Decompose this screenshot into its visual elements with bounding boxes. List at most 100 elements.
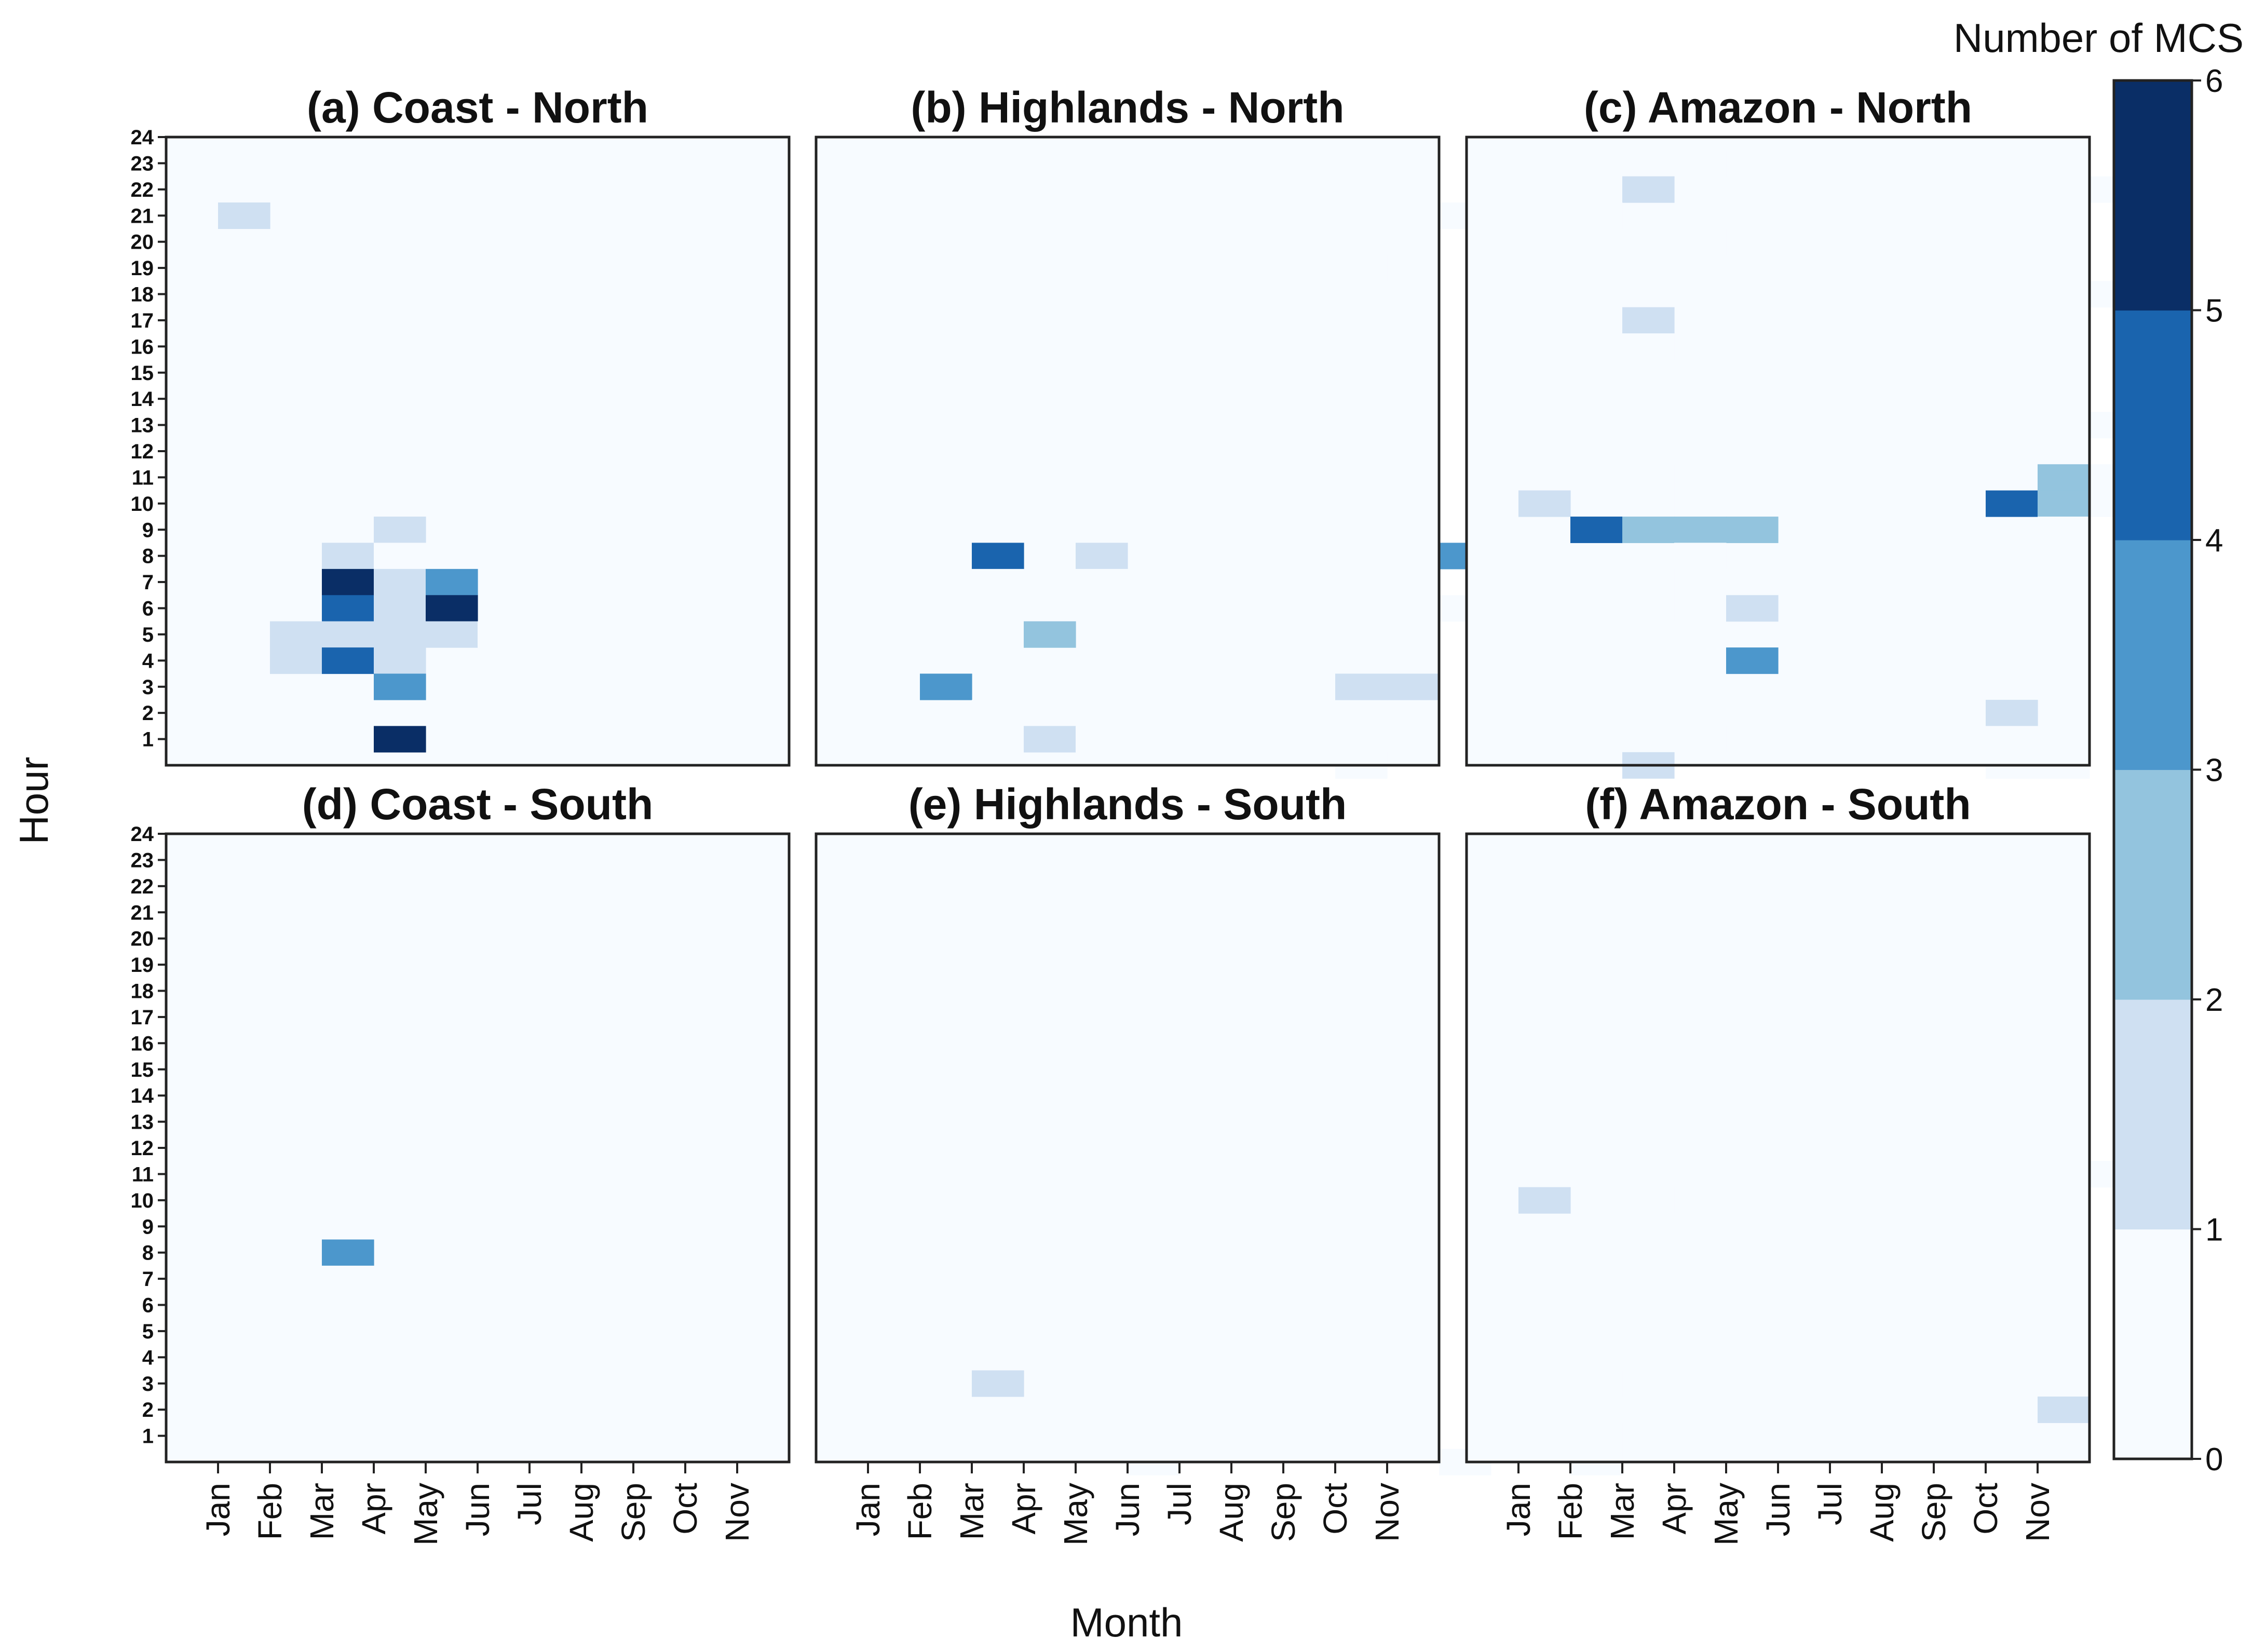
heatmap-cell (972, 1423, 1024, 1450)
heatmap-cell (374, 595, 426, 622)
panel-title: (a) Coast - North (307, 83, 648, 132)
colorbar-segment (2114, 540, 2192, 770)
y-tick-label: 16 (131, 1032, 154, 1055)
x-tick-label: Jun (1109, 1483, 1146, 1536)
y-tick-label: 23 (131, 849, 154, 872)
heatmap-cell (1622, 307, 1675, 334)
y-tick-label: 14 (131, 388, 154, 411)
colorbar-tick-label: 0 (2205, 1442, 2223, 1478)
y-tick-label: 21 (131, 901, 154, 924)
heatmap-cell (972, 595, 1024, 622)
heatmap-cell (1387, 1423, 1440, 1450)
heatmap-cell (1622, 517, 1675, 544)
heatmap-cell (1674, 150, 1727, 177)
heatmap-cell (374, 517, 426, 544)
y-tick-label: 13 (131, 414, 154, 437)
heatmap-cell (426, 568, 478, 595)
heatmap-cell (1024, 899, 1076, 926)
y-tick-label: 16 (131, 335, 154, 358)
y-tick-label: 18 (131, 980, 154, 1003)
y-tick-label: 17 (131, 309, 154, 332)
heatmap-cell (1882, 673, 1934, 700)
x-tick-label: Feb (1552, 1483, 1589, 1540)
heatmap-cell (1076, 699, 1128, 726)
y-tick-label: 6 (142, 1294, 154, 1317)
x-tick-label: Jan (199, 1483, 237, 1536)
panel-4: (d) Coast - South12345678910111213141516… (131, 780, 791, 1546)
heatmap-cell (374, 568, 426, 595)
colorbar-tick-label: 4 (2205, 523, 2223, 559)
heatmap-cell (270, 568, 322, 595)
panel-frame (815, 136, 1441, 767)
x-tick-label: Jul (511, 1483, 548, 1525)
heatmap-cell (1622, 464, 1675, 491)
heatmap-cell (1778, 464, 1830, 491)
panel-frame (1465, 136, 2091, 767)
heatmap-cell (1570, 150, 1623, 177)
heatmap-cell (2038, 490, 2090, 517)
heatmap-cell (972, 699, 1024, 726)
heatmap-cell (218, 621, 270, 648)
heatmap-cell (1934, 228, 1986, 255)
heatmap-cell (322, 150, 374, 177)
y-tick-label: 9 (142, 1215, 154, 1238)
heatmap-cell (1518, 1187, 1571, 1214)
heatmap-cell (374, 543, 426, 570)
heatmap-cell (1986, 412, 2038, 439)
heatmap-cell (1986, 925, 2038, 952)
heatmap-cell (1335, 517, 1388, 544)
heatmap-cell (1986, 490, 2038, 517)
heatmap-cell (322, 543, 374, 570)
heatmap-cell (868, 1344, 920, 1371)
heatmap-cell (1622, 1187, 1675, 1214)
y-tick-label: 4 (142, 649, 154, 672)
heatmap-cell (1518, 490, 1571, 517)
x-tick-label: Aug (1863, 1483, 1901, 1542)
y-tick-label: 20 (131, 231, 154, 254)
heatmap-cell (1726, 438, 1779, 465)
y-tick-label: 15 (131, 362, 154, 385)
panel-2: (b) Highlands - North (815, 83, 1491, 779)
y-tick-label: 8 (142, 545, 154, 568)
y-tick-label: 22 (131, 875, 154, 898)
y-tick-label: 13 (131, 1111, 154, 1134)
heatmap-cell (1335, 254, 1388, 281)
y-tick-label: 20 (131, 928, 154, 951)
heatmap-cell (1986, 699, 2038, 726)
y-tick-label: 3 (142, 1373, 154, 1396)
colorbar-segment (2114, 769, 2192, 1000)
x-tick-label: Sep (1265, 1483, 1302, 1542)
heatmap-cell (1387, 673, 1440, 700)
y-tick-label: 9 (142, 519, 154, 541)
heatmap-cell (426, 621, 478, 648)
heatmap-cell (1024, 621, 1076, 648)
heatmap-cell (1076, 1318, 1128, 1345)
colorbar-segment (2114, 80, 2192, 311)
panel-title: (e) Highlands - South (908, 780, 1347, 829)
x-tick-label: Mar (303, 1483, 341, 1540)
heatmap-cell (322, 1265, 374, 1292)
panel-1: (a) Coast - North12345678910111213141516… (131, 83, 791, 767)
heatmap-cell (1387, 726, 1440, 753)
heatmap-cell (1076, 673, 1128, 700)
x-tick-label: Jul (1161, 1483, 1198, 1525)
heatmap-cell (972, 1265, 1024, 1292)
y-tick-label: 15 (131, 1059, 154, 1081)
x-tick-label: Mar (1604, 1483, 1641, 1540)
y-tick-label: 12 (131, 440, 154, 463)
x-tick-label: Apr (355, 1483, 392, 1535)
heatmap-cell (1726, 517, 1779, 544)
heatmap-cell (1622, 333, 1675, 360)
heatmap-cell (322, 621, 374, 648)
x-tick-label: May (1707, 1483, 1745, 1546)
heatmap-cell (920, 673, 972, 700)
y-tick-label: 17 (131, 1006, 154, 1029)
y-tick-label: 2 (142, 1399, 154, 1421)
heatmap-cell (1076, 543, 1128, 570)
heatmap-cell (737, 595, 790, 622)
y-tick-label: 23 (131, 152, 154, 175)
heatmap-cell (1674, 438, 1727, 465)
heatmap-cell (322, 647, 374, 674)
x-tick-label: Oct (667, 1483, 704, 1535)
